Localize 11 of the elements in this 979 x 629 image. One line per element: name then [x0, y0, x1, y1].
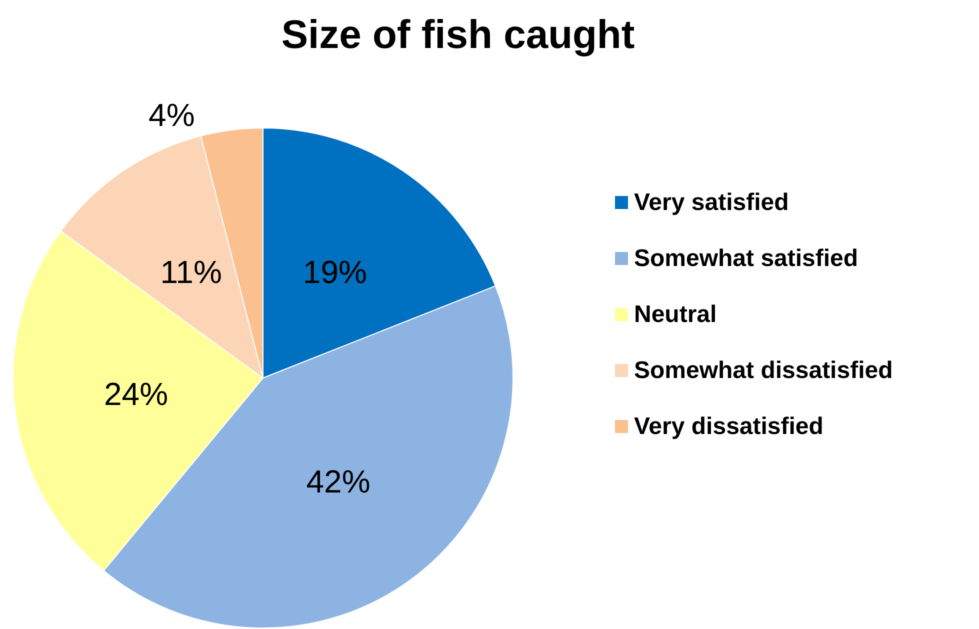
legend-label: Neutral — [634, 301, 717, 328]
data-label: 24% — [104, 376, 168, 412]
legend-label: Somewhat dissatisfied — [634, 357, 893, 384]
data-label: 11% — [160, 254, 222, 290]
chart-title: Size of fish caught — [281, 13, 635, 57]
data-label: 19% — [302, 254, 367, 290]
legend-label: Very dissatisfied — [634, 413, 824, 440]
legend-label: Very satisfied — [634, 189, 789, 216]
legend-label: Somewhat satisfied — [634, 245, 858, 272]
data-label: 4% — [148, 97, 195, 134]
data-label: 42% — [306, 464, 370, 500]
